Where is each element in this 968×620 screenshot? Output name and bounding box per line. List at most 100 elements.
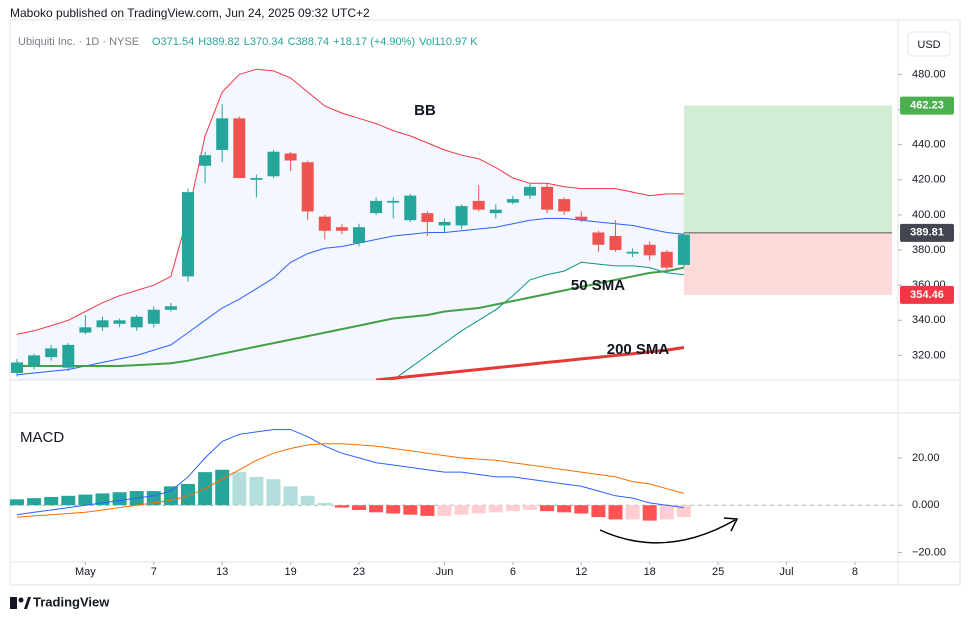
x-tick-label: 7 <box>151 566 157 578</box>
candle-body <box>438 221 451 226</box>
candle-body <box>626 251 639 254</box>
histogram-bar <box>249 476 264 506</box>
candle-body <box>575 216 588 221</box>
histogram-bar <box>642 505 657 521</box>
histogram-bar <box>44 496 59 506</box>
indicator-line <box>392 261 684 380</box>
macd-line <box>16 429 684 516</box>
candle-body <box>182 192 194 277</box>
pane-title: MACD <box>20 429 64 446</box>
histogram-bar <box>266 479 281 506</box>
price-pane: BB 50 SMA 200 SMA <box>11 68 892 380</box>
y-tick-label: 420.00 <box>912 174 946 186</box>
candle-body <box>45 348 58 358</box>
candle-body <box>147 309 160 324</box>
x-tick-label: Jul <box>779 566 793 578</box>
indicator-line <box>16 68 684 335</box>
histogram-bar <box>471 505 486 514</box>
candle-body <box>164 306 177 310</box>
candle-body <box>79 327 92 333</box>
x-tick-label: Jun <box>436 566 454 578</box>
histogram-bar <box>215 469 230 506</box>
arrow-curve <box>599 519 736 544</box>
legend-item: H389.82 <box>198 36 240 48</box>
histogram-bar <box>317 502 332 506</box>
candle-body <box>558 199 571 212</box>
histogram-bar <box>352 505 366 510</box>
candle-body <box>660 251 673 268</box>
legend-item: Vol110.97 K <box>419 36 478 48</box>
published-note: Maboko published on TradingView.com, Jun… <box>10 6 370 20</box>
candle-body <box>130 316 143 328</box>
histogram-bar <box>574 505 589 514</box>
symbol-legend: Ubiquiti Inc. · 1D · NYSE <box>18 36 139 48</box>
histogram-bar <box>10 499 24 506</box>
x-tick-label: 12 <box>575 566 587 578</box>
macd-pane: MACD <box>10 429 898 544</box>
chart-frame <box>9 19 961 586</box>
histogram-bar <box>61 495 76 506</box>
candle-body <box>387 200 400 203</box>
x-tick-label: 8 <box>852 566 858 578</box>
candle-body <box>216 118 229 150</box>
currency-label: USD <box>917 39 940 51</box>
candle-body <box>404 195 417 221</box>
histogram-bar <box>163 486 178 506</box>
candle-body <box>506 199 519 203</box>
y-tick-label: −20.00 <box>912 546 946 558</box>
candle-body <box>489 209 502 214</box>
annotation: BB <box>414 102 436 119</box>
legend-item: C388.74 <box>288 36 330 48</box>
histogram-bar <box>488 505 503 513</box>
histogram-bar <box>420 505 435 516</box>
candle-body <box>113 320 126 324</box>
annotation: 200 SMA <box>607 341 670 358</box>
price-tag-bg <box>900 223 954 242</box>
candle-body <box>472 200 485 210</box>
price-tag: 354.46 <box>910 289 944 301</box>
indicator-line <box>17 266 685 367</box>
histogram-bar <box>454 505 469 515</box>
y-tick-label: 440.00 <box>912 139 946 151</box>
ohlc-legend: O371.54 H389.82 L370.34 C388.74 +18.17 (+4.9… <box>152 36 478 48</box>
price-tag-bg <box>900 96 954 115</box>
candle-body <box>335 227 348 231</box>
candle-body <box>524 186 536 196</box>
x-tick-label: 6 <box>510 566 516 578</box>
histogram-bar <box>557 505 572 513</box>
currency-button[interactable] <box>907 31 951 57</box>
histogram-bar <box>403 505 418 515</box>
candle-body <box>609 236 622 251</box>
x-tick-label: 25 <box>712 566 724 578</box>
y-tick-label: 20.00 <box>912 452 940 464</box>
x-tick-label: May <box>75 566 96 578</box>
candle-body <box>301 162 314 212</box>
candle-body <box>96 320 109 328</box>
histogram-bar <box>386 505 401 514</box>
histogram-bar <box>283 486 298 506</box>
histogram-bar <box>659 505 674 520</box>
histogram-bar <box>625 505 640 520</box>
candle-body <box>284 153 297 161</box>
histogram-bar <box>95 493 110 506</box>
candle-body <box>643 244 656 256</box>
histogram-bar <box>676 505 691 518</box>
histogram-bar <box>505 505 520 512</box>
histogram-bar <box>591 505 606 518</box>
legend-item: +18.17 (+4.90%) <box>333 36 415 48</box>
price-tag: 389.81 <box>910 227 944 239</box>
y-tick-label: 340.00 <box>912 314 946 326</box>
x-tick-label: 18 <box>644 566 656 578</box>
histogram-bar <box>334 505 349 508</box>
x-tick-label: 13 <box>216 566 228 578</box>
candle-body <box>421 213 434 222</box>
indicator-line <box>375 346 685 380</box>
annotation: 50 SMA <box>571 277 625 294</box>
candle-body <box>455 206 468 226</box>
candle-body <box>28 355 41 366</box>
axes: 320.00340.00360.00380.00400.00420.00440.… <box>75 68 954 578</box>
arrow-head <box>723 517 739 532</box>
histogram-bar <box>437 505 452 516</box>
histogram-bar <box>232 472 247 506</box>
